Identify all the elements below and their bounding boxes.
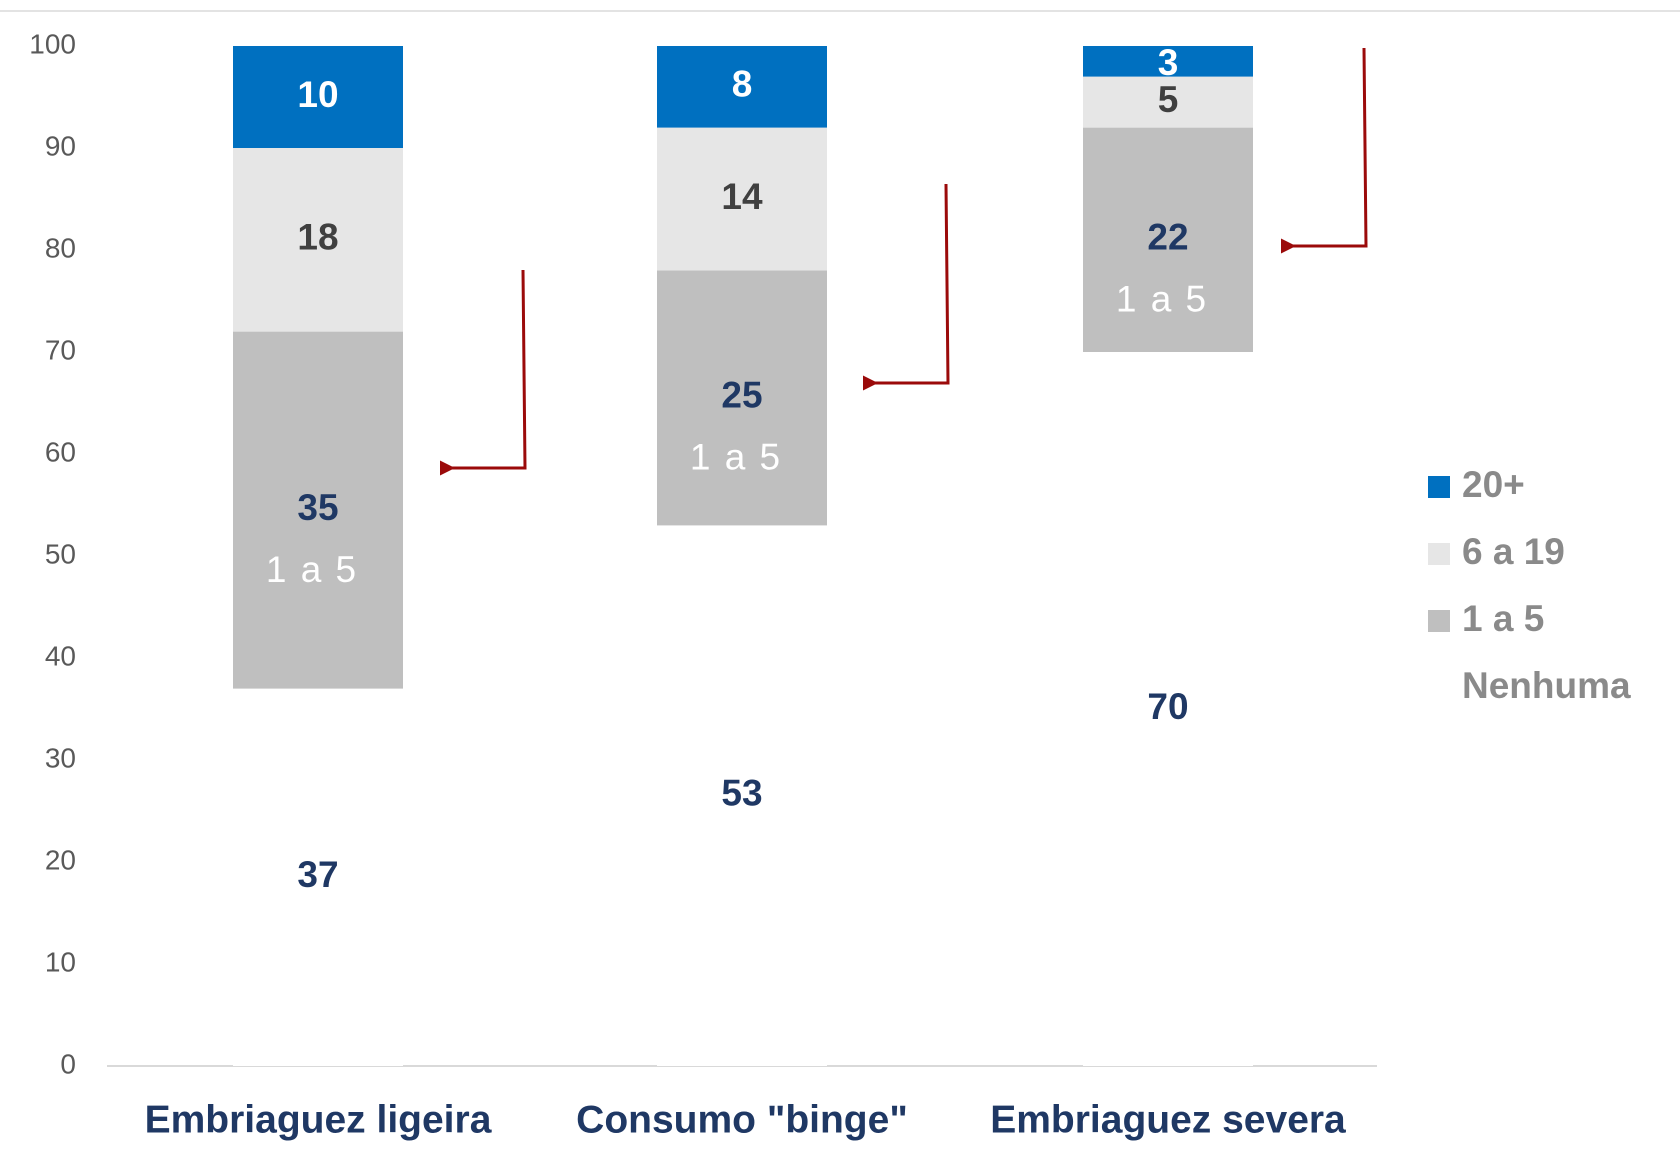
segment-annotation: 1 a 5	[690, 437, 782, 478]
y-tick-label: 30	[45, 742, 76, 773]
x-tick-label: Embriaguez ligeira	[145, 1098, 492, 1141]
legend-swatch	[1428, 476, 1450, 498]
y-tick-label: 70	[45, 334, 76, 365]
legend-swatch	[1428, 543, 1450, 565]
bar-segment	[657, 270, 827, 526]
bar-segment	[233, 148, 403, 332]
bar-segment	[657, 127, 827, 271]
legend-label: 20+	[1462, 464, 1525, 505]
legend-label: 1 a 5	[1462, 598, 1544, 639]
legend-swatch	[1428, 677, 1450, 699]
y-tick-label: 10	[45, 946, 76, 977]
bar-segment	[1083, 76, 1253, 128]
data-label: 37	[297, 854, 338, 895]
bar-segment	[233, 688, 403, 1066]
data-label: 14	[721, 176, 763, 217]
segment-annotation: 1 a 5	[266, 549, 358, 590]
data-label: 53	[721, 772, 762, 813]
bar-segment	[657, 525, 827, 1066]
y-tick-label: 100	[29, 28, 76, 59]
data-label: 35	[297, 487, 338, 528]
bar-segment	[1083, 352, 1253, 1066]
data-label: 5	[1158, 79, 1179, 120]
data-label: 22	[1147, 217, 1188, 258]
arrow	[863, 183, 950, 391]
arrow	[440, 269, 527, 476]
bar-segment	[233, 331, 403, 689]
y-tick-label: 80	[45, 232, 76, 263]
y-tick-label: 90	[45, 130, 76, 161]
bar-segment	[233, 46, 403, 148]
plot: 0 10 20 30 40 50 60 70 80 90 100 Embriaguez ligeira…	[29, 28, 1631, 1141]
data-label: 8	[732, 64, 753, 105]
data-label: 3	[1158, 42, 1179, 83]
y-tick-label: 60	[45, 436, 76, 467]
y-tick-label: 50	[45, 538, 76, 569]
arrow	[1281, 47, 1368, 254]
bar-segment	[657, 46, 827, 128]
data-label: 25	[721, 375, 762, 416]
legend-label: Nenhuma	[1462, 665, 1631, 706]
bar-segment	[1083, 46, 1253, 77]
y-tick-label: 20	[45, 844, 76, 875]
y-tick-label: 0	[60, 1048, 76, 1079]
legend-swatch	[1428, 610, 1450, 632]
data-label: 70	[1147, 686, 1188, 727]
data-label: 10	[297, 74, 338, 115]
x-tick-label: Consumo "binge"	[576, 1098, 908, 1141]
y-tick-label: 40	[45, 640, 76, 671]
data-label: 18	[297, 217, 338, 258]
segment-annotation: 1 a 5	[1116, 279, 1208, 320]
x-tick-label: Embriaguez severa	[990, 1098, 1346, 1141]
bar-segment	[1083, 127, 1253, 352]
legend-label: 6 a 19	[1462, 531, 1565, 572]
